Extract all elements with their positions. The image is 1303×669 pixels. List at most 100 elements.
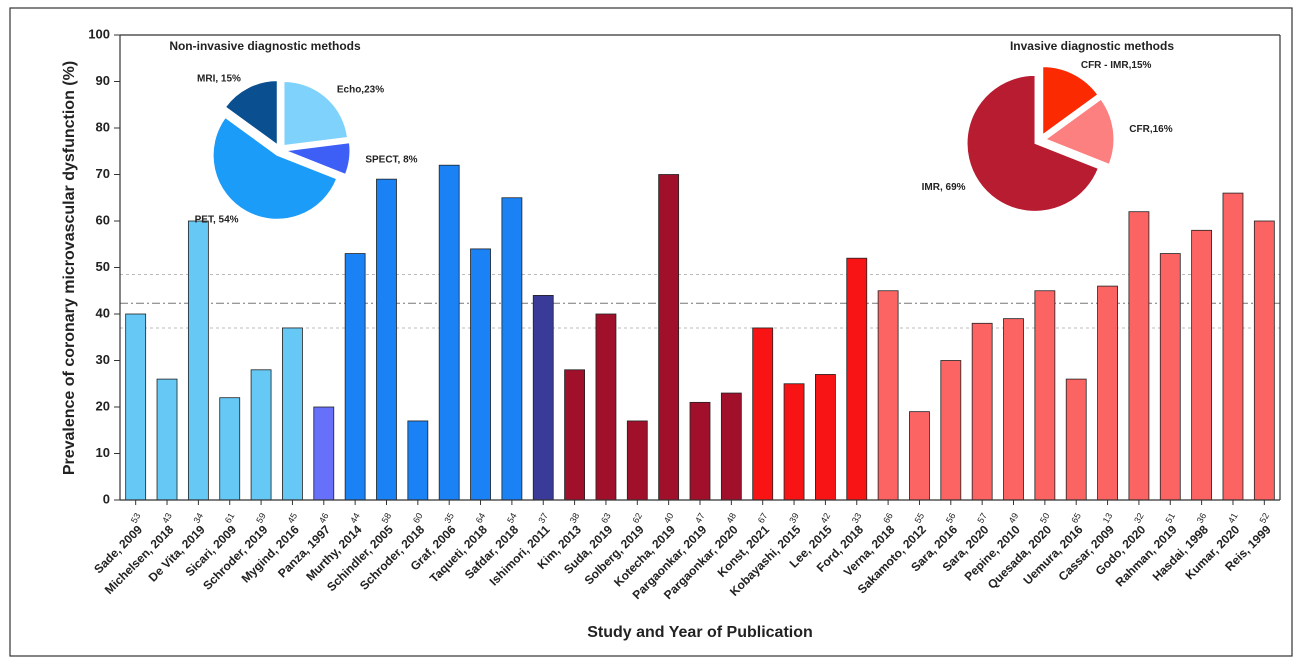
reference-number: 49: [1007, 511, 1021, 525]
reference-number: 62: [630, 511, 644, 525]
y-tick-label: 10: [96, 445, 110, 460]
y-tick-label: 80: [96, 119, 110, 134]
bar: [1097, 285, 1118, 501]
bar: [940, 360, 962, 501]
y-tick-label: 40: [96, 305, 110, 320]
bar: [595, 313, 617, 501]
reference-number: 48: [724, 511, 738, 525]
pie-label: SPECT, 8%: [365, 155, 417, 166]
bar: [438, 164, 460, 501]
y-tick-label: 30: [96, 352, 110, 367]
bar: [313, 406, 335, 501]
reference-number: 46: [317, 511, 331, 525]
reference-number: 61: [223, 511, 237, 525]
bar: [1003, 318, 1024, 501]
reference-number: 40: [662, 511, 676, 525]
bar: [626, 420, 648, 501]
bar: [250, 369, 272, 501]
reference-number: 32: [1132, 511, 1146, 525]
reference-number: 33: [850, 511, 864, 525]
pie-slice: [966, 74, 1099, 212]
reference-number: 45: [286, 511, 300, 525]
pie-slice: [224, 80, 278, 146]
reference-number: 64: [474, 511, 488, 525]
reference-number: 55: [913, 511, 927, 525]
y-tick-label: 90: [96, 73, 110, 88]
reference-number: 59: [254, 511, 268, 525]
reference-number: 54: [505, 511, 519, 525]
bar: [877, 290, 899, 501]
bar: [1034, 290, 1056, 501]
y-tick-label: 70: [96, 166, 110, 181]
y-tick-label: 20: [96, 398, 110, 413]
y-tick-label: 50: [96, 259, 110, 274]
pie-slice: [1042, 66, 1099, 136]
frame: [9, 7, 1293, 657]
bar: [1065, 378, 1087, 501]
reference-number: 39: [787, 511, 801, 525]
pie-label: CFR - IMR,15%: [1081, 60, 1152, 71]
bar: [564, 369, 585, 501]
pie-label: CFR,16%: [1129, 124, 1172, 135]
reference-number: 66: [881, 511, 895, 525]
bar: [470, 248, 491, 501]
bar: [1191, 229, 1213, 501]
reference-number: 56: [944, 511, 958, 525]
bar: [282, 327, 303, 501]
reference-number: 65: [1069, 511, 1083, 525]
pie-label: Echo,23%: [337, 85, 384, 96]
reference-number: 36: [1195, 511, 1209, 525]
reference-number: 34: [191, 511, 205, 525]
y-axis-title: Prevalence of coronary microvascular dys…: [61, 61, 78, 475]
bar: [720, 392, 742, 501]
reference-number: 57: [975, 511, 989, 525]
bar: [125, 313, 147, 501]
reference-number: 60: [411, 511, 425, 525]
bar: [971, 322, 993, 501]
reference-number: 63: [599, 511, 613, 525]
pie-label: PET, 54%: [195, 215, 239, 226]
pie-title: Invasive diagnostic methods: [1010, 39, 1174, 53]
reference-number: 35: [442, 511, 456, 525]
bar: [532, 294, 554, 501]
y-tick-label: 100: [88, 26, 110, 41]
reference-number: 42: [819, 511, 833, 525]
y-tick-label: 0: [103, 491, 110, 506]
pie-slice: [1044, 98, 1115, 165]
bar: [752, 327, 774, 501]
bar: [376, 178, 397, 501]
bar: [344, 253, 366, 501]
bar: [783, 383, 805, 501]
reference-number: 41: [1226, 511, 1240, 525]
bar: [187, 220, 209, 501]
bar: [658, 174, 680, 501]
bar: [156, 378, 178, 501]
bar: [689, 401, 711, 501]
reference-number: 44: [348, 511, 362, 525]
reference-number: 53: [129, 511, 143, 525]
reference-number: 52: [1257, 511, 1271, 525]
bar: [815, 374, 836, 501]
reference-number: 13: [1101, 511, 1115, 525]
pie-title: Non-invasive diagnostic methods: [169, 39, 361, 53]
pie-label: MRI, 15%: [197, 73, 241, 84]
bar: [407, 420, 429, 501]
reference-number: 43: [160, 511, 174, 525]
bar: [501, 197, 523, 501]
bar: [909, 411, 930, 501]
bar: [1159, 253, 1181, 501]
reference-number: 50: [1038, 511, 1052, 525]
bar: [1222, 192, 1244, 501]
x-axis-title: Study and Year of Publication: [587, 624, 813, 641]
pie-slice: [285, 142, 351, 175]
reference-number: 38: [568, 511, 582, 525]
reference-number: 58: [380, 511, 394, 525]
pie-slice: [283, 80, 349, 147]
bar: [1128, 211, 1150, 501]
bar: [219, 397, 241, 501]
pie-slice: [212, 116, 338, 220]
y-tick-label: 60: [96, 212, 110, 227]
reference-number: 47: [693, 511, 707, 525]
bar: [1253, 220, 1275, 501]
